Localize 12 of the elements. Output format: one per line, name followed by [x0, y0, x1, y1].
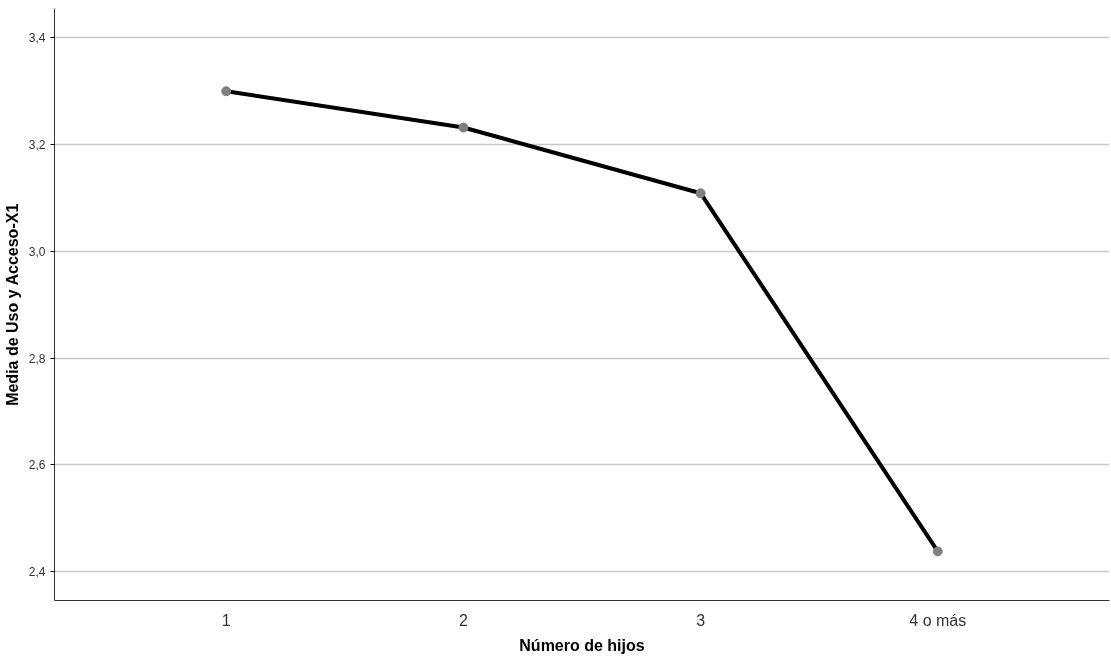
x-tick-label: 2 — [458, 611, 468, 629]
y-tick-label: 3,4 — [28, 31, 46, 46]
y-axis-title: Media de Uso y Acceso-X1 — [3, 203, 21, 406]
y-tick-label: 3,2 — [28, 138, 46, 153]
y-tick-label: 2,4 — [28, 565, 46, 580]
y-tick-label: 2,8 — [28, 351, 46, 366]
x-tick-label: 4 o más — [909, 611, 967, 629]
y-tick-label: 3,0 — [28, 244, 46, 259]
y-tick-label: 2,6 — [28, 458, 46, 473]
x-axis-title: Número de hijos — [519, 636, 645, 654]
x-tick-label: 1 — [221, 611, 231, 629]
x-tick-label: 3 — [696, 611, 706, 629]
